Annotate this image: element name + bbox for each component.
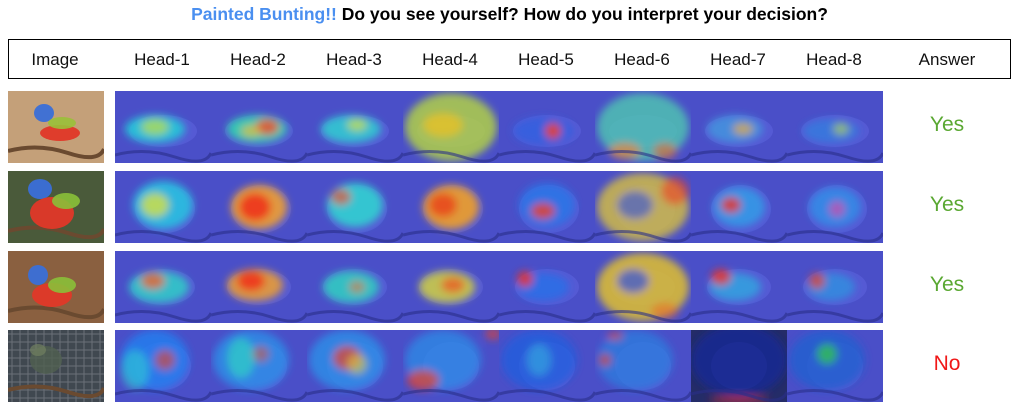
attention-map-head-1 bbox=[115, 91, 211, 163]
attention-map-head-7 bbox=[691, 171, 787, 243]
bird-photo bbox=[8, 251, 104, 323]
column-header-head-1: Head-1 bbox=[134, 50, 190, 69]
attention-map-head-8 bbox=[787, 330, 883, 402]
attention-map-head-6 bbox=[595, 171, 691, 243]
result-row-2: Yes bbox=[0, 171, 1019, 243]
attention-map-head-1 bbox=[115, 251, 211, 323]
attention-map-head-8 bbox=[787, 171, 883, 243]
attention-map-head-8 bbox=[787, 91, 883, 163]
attention-map-head-4 bbox=[403, 171, 499, 243]
answer-label: No bbox=[933, 352, 961, 375]
attention-map-head-7 bbox=[691, 251, 787, 323]
attention-map-head-4 bbox=[403, 330, 499, 402]
answer-label: Yes bbox=[929, 193, 965, 216]
attention-map-head-5 bbox=[499, 171, 595, 243]
column-header-head-2: Head-2 bbox=[230, 50, 286, 69]
attention-map-head-3 bbox=[307, 251, 403, 323]
attention-map-head-7 bbox=[691, 91, 787, 163]
column-header-answer: Answer bbox=[918, 50, 976, 69]
column-header-head-4: Head-4 bbox=[422, 50, 478, 69]
attention-map-head-6 bbox=[595, 91, 691, 163]
attention-map-head-5 bbox=[499, 251, 595, 323]
header-row-box bbox=[8, 39, 1011, 79]
attention-map-head-4 bbox=[403, 91, 499, 163]
answer-label: Yes bbox=[929, 113, 965, 136]
attention-map-head-3 bbox=[307, 91, 403, 163]
column-header-head-6: Head-6 bbox=[614, 50, 670, 69]
column-header-head-5: Head-5 bbox=[518, 50, 574, 69]
column-header-image: Image bbox=[31, 50, 79, 69]
attention-map-head-2 bbox=[211, 171, 307, 243]
attention-map-head-3 bbox=[307, 330, 403, 402]
attention-map-head-8 bbox=[787, 251, 883, 323]
answer-label: Yes bbox=[929, 273, 965, 296]
attention-map-head-5 bbox=[499, 91, 595, 163]
attention-map-head-5 bbox=[499, 330, 595, 402]
result-row-3: Yes bbox=[0, 251, 1019, 323]
column-header-head-3: Head-3 bbox=[326, 50, 382, 69]
attention-map-head-2 bbox=[211, 251, 307, 323]
bird-photo bbox=[8, 330, 104, 402]
attention-map-head-1 bbox=[115, 330, 211, 402]
attention-map-head-1 bbox=[115, 171, 211, 243]
column-header-head-8: Head-8 bbox=[806, 50, 862, 69]
bird-photo bbox=[8, 171, 104, 243]
attention-map-head-6 bbox=[595, 251, 691, 323]
figure-title: Painted Bunting!! Do you see yourself? H… bbox=[0, 4, 1019, 25]
attention-map-head-3 bbox=[307, 171, 403, 243]
attention-map-head-7 bbox=[691, 330, 787, 402]
title-highlight: Painted Bunting!! bbox=[191, 4, 337, 24]
attention-map-head-4 bbox=[403, 251, 499, 323]
attention-map-head-6 bbox=[595, 330, 691, 402]
result-row-1: Yes bbox=[0, 91, 1019, 163]
column-header-head-7: Head-7 bbox=[710, 50, 766, 69]
attention-map-head-2 bbox=[211, 330, 307, 402]
attention-map-head-2 bbox=[211, 91, 307, 163]
bird-photo bbox=[8, 91, 104, 163]
result-row-4: No bbox=[0, 330, 1019, 402]
title-question: Do you see yourself? How do you interpre… bbox=[336, 4, 828, 24]
